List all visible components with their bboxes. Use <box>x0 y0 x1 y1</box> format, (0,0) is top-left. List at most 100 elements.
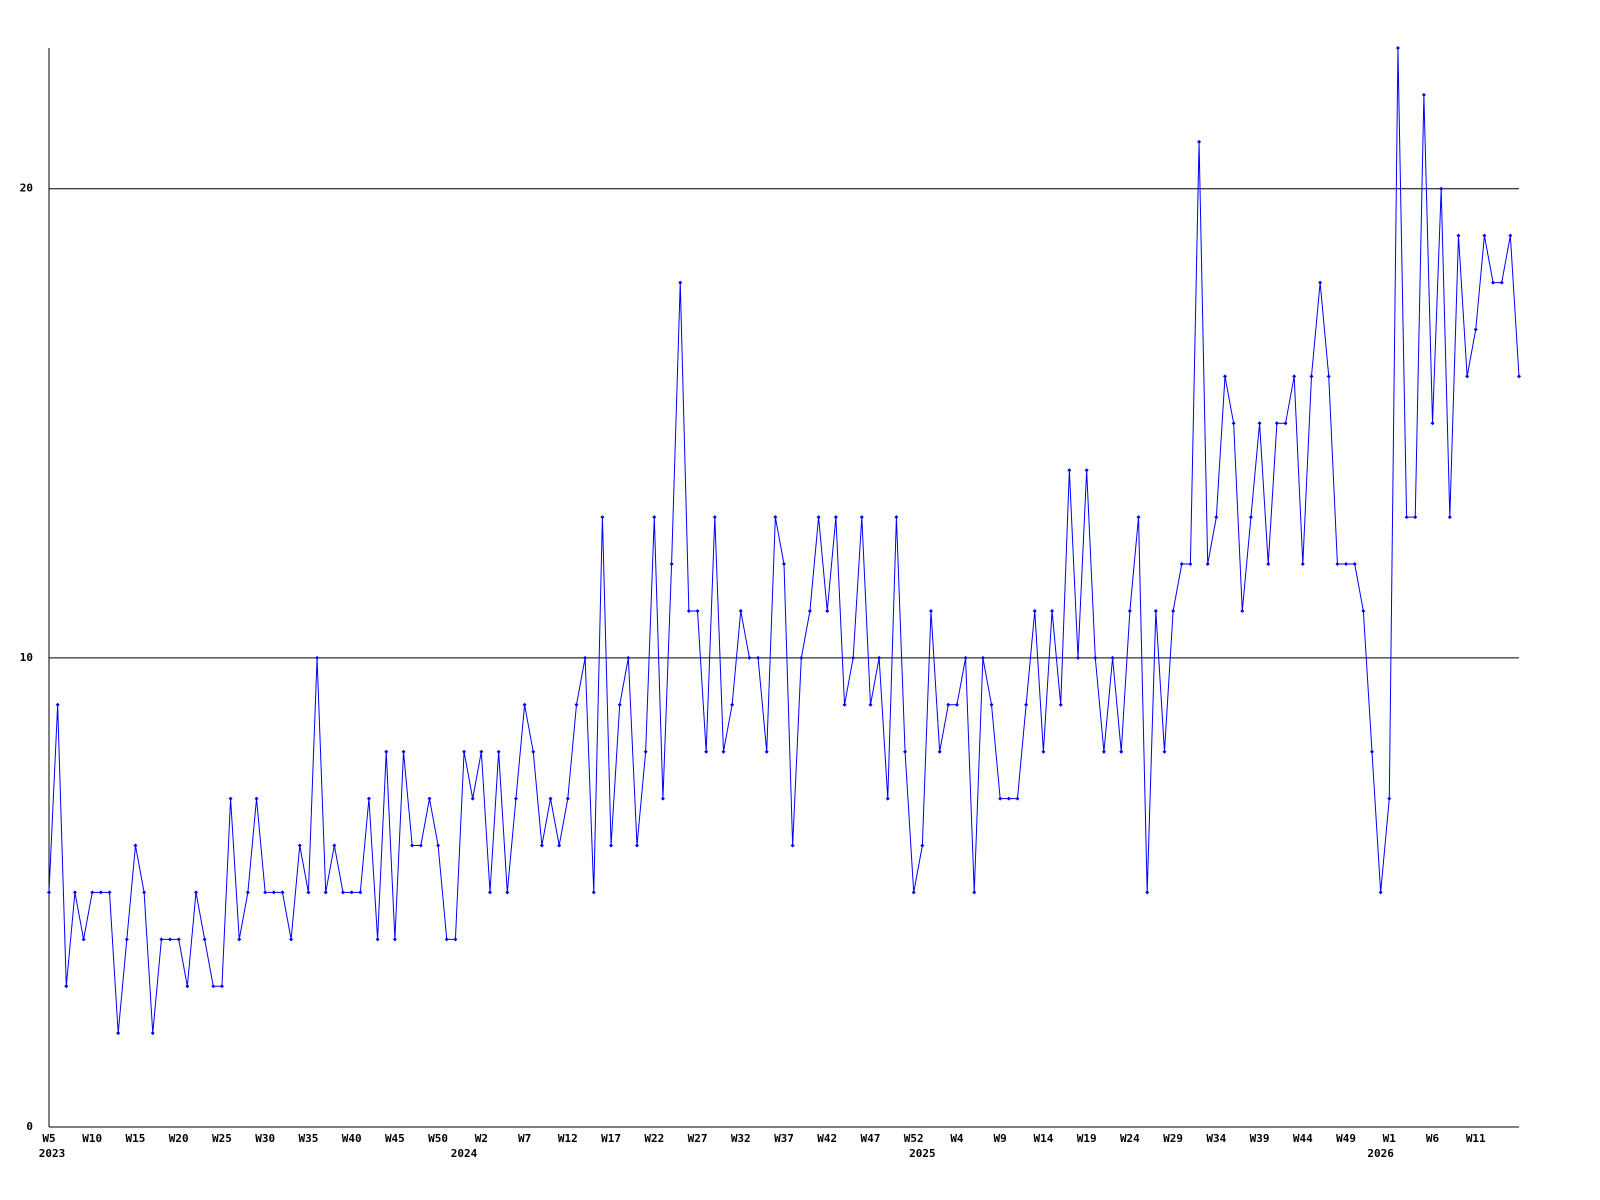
data-point <box>263 890 268 895</box>
data-point <box>695 608 700 613</box>
data-point <box>427 796 432 801</box>
data-point <box>600 515 605 520</box>
y-tick-label: 10 <box>20 651 33 664</box>
data-point <box>228 796 233 801</box>
x-tick-label: W22 <box>644 1132 664 1145</box>
data-point <box>1076 655 1080 660</box>
data-point <box>142 890 147 895</box>
data-point <box>859 515 864 520</box>
data-point <box>937 749 942 754</box>
data-point <box>635 843 639 848</box>
data-point <box>116 1031 121 1036</box>
data-point <box>271 890 276 895</box>
data-point <box>133 843 138 848</box>
x-tick-label: W24 <box>1120 1132 1140 1145</box>
x-tick-label: W10 <box>82 1132 102 1145</box>
data-point <box>1447 515 1452 520</box>
data-point <box>410 843 415 848</box>
data-point <box>721 749 726 754</box>
data-point <box>1110 655 1115 660</box>
data-point <box>306 890 311 895</box>
data-point <box>574 702 579 707</box>
data-point <box>747 655 752 660</box>
data-point <box>686 608 691 613</box>
x-tick-label: W14 <box>1033 1132 1053 1145</box>
x-tick-label: W39 <box>1250 1132 1270 1145</box>
data-point <box>462 749 467 754</box>
data-point <box>375 937 380 942</box>
x-tick-label: W45 <box>385 1132 405 1145</box>
y-tick-label: 20 <box>20 182 33 195</box>
data-point <box>1171 608 1176 613</box>
data-point <box>1136 515 1141 520</box>
data-point <box>756 655 761 660</box>
x-tick-label: W27 <box>688 1132 708 1145</box>
x-tick-label: W5 <box>42 1132 55 1145</box>
data-point <box>885 796 890 801</box>
x-tick-label: W47 <box>861 1132 881 1145</box>
data-point <box>790 843 795 848</box>
data-point <box>660 796 665 801</box>
data-point <box>868 702 873 707</box>
data-point <box>1084 468 1089 473</box>
data-point <box>1024 702 1029 707</box>
data-point <box>531 749 536 754</box>
data-point <box>366 796 371 801</box>
data-point <box>1387 796 1392 801</box>
data-point <box>1499 280 1504 285</box>
data-point <box>1050 608 1055 613</box>
data-point <box>505 890 510 895</box>
data-point <box>1248 515 1253 520</box>
data-point <box>496 749 501 754</box>
data-point <box>1006 796 1011 801</box>
x-year-label: 2023 <box>39 1147 66 1160</box>
x-tick-label: W40 <box>342 1132 362 1145</box>
data-point <box>358 890 363 895</box>
data-point <box>98 890 103 895</box>
data-point <box>1292 374 1297 379</box>
data-point <box>1214 515 1219 520</box>
x-tick-label: W42 <box>817 1132 837 1145</box>
data-point <box>1335 562 1340 567</box>
data-point <box>894 515 899 520</box>
data-point <box>678 280 683 285</box>
data-point <box>1257 421 1262 426</box>
data-point <box>1395 46 1400 50</box>
data-point <box>254 796 259 801</box>
data-point <box>392 937 397 942</box>
data-point <box>1326 374 1331 379</box>
data-point <box>219 984 224 989</box>
x-tick-label: W17 <box>601 1132 621 1145</box>
data-point <box>816 515 821 520</box>
data-point <box>159 937 164 942</box>
data-point <box>1465 374 1470 379</box>
data-point <box>1179 562 1184 567</box>
data-point <box>799 655 804 660</box>
x-tick-label: W44 <box>1293 1132 1313 1145</box>
x-tick-label: W15 <box>126 1132 146 1145</box>
data-point <box>1240 608 1245 613</box>
data-point <box>323 890 328 895</box>
data-point <box>1145 890 1150 895</box>
data-point <box>245 890 250 895</box>
data-point <box>289 937 294 942</box>
data-point <box>1370 749 1374 754</box>
data-point <box>773 515 778 520</box>
data-point <box>237 937 242 942</box>
data-point <box>436 843 441 848</box>
data-point <box>384 749 389 754</box>
data-point <box>418 843 423 848</box>
data-point <box>1188 562 1193 567</box>
data-point <box>444 937 449 942</box>
data-point <box>168 937 173 942</box>
x-tick-label: W19 <box>1077 1132 1097 1145</box>
data-point <box>1093 655 1098 660</box>
data-point <box>401 749 406 754</box>
data-point <box>1421 92 1426 97</box>
data-point <box>1205 562 1210 567</box>
data-point <box>1318 280 1323 285</box>
x-tick-label: W6 <box>1426 1132 1440 1145</box>
data-point <box>341 890 345 895</box>
data-point <box>730 702 735 707</box>
